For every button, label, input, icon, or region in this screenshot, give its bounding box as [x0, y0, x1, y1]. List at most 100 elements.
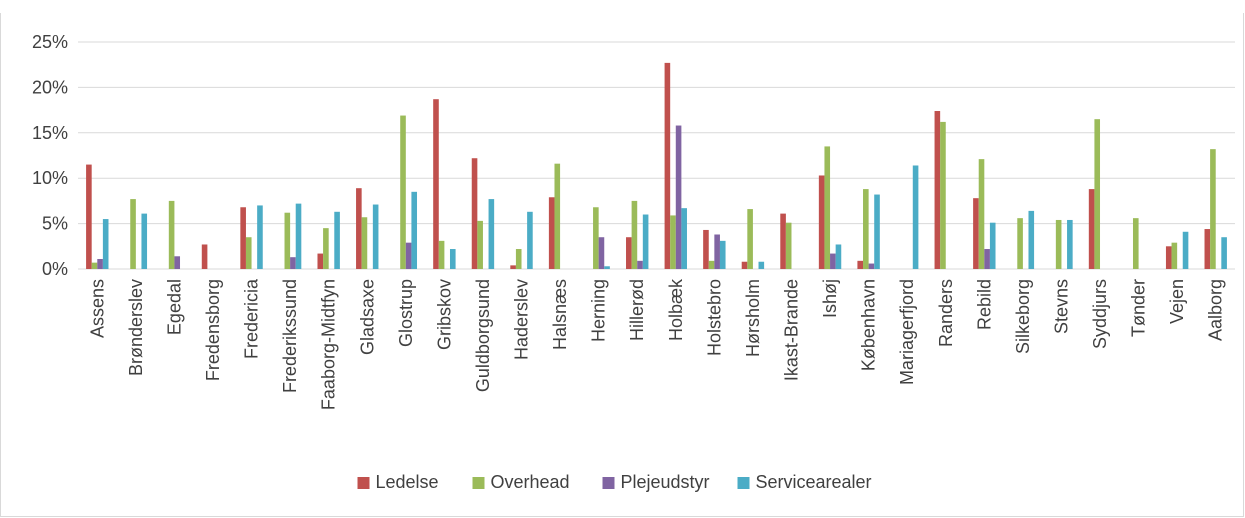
legend-swatch-servicearealer [737, 477, 750, 489]
bar-plejeudstyr-3 [174, 256, 181, 269]
bar-servicearealer-29 [1182, 231, 1189, 269]
bar-overhead-20 [824, 146, 831, 269]
x-tick-label: Holstebro [704, 279, 724, 356]
bar-overhead-13 [554, 163, 561, 269]
bar-ledelse-8 [356, 188, 362, 269]
bar-overhead-18 [747, 209, 753, 269]
axes: 0% 5% 10% 15% 20% 25% Assens Brønderslev Egedal F… [32, 32, 1226, 410]
x-tick-label: Tønder [1129, 279, 1149, 337]
bar-ledelse-21 [857, 260, 864, 269]
x-tick-label: Rebild [974, 279, 994, 330]
chart-frame [0, 13, 1244, 517]
y-tick-label: 10% [32, 168, 68, 188]
x-tick-label: Hillerød [627, 279, 647, 341]
bar-overhead-14 [593, 207, 599, 269]
x-tick-label: Glostrup [396, 279, 416, 347]
x-tick-label: Egedal [164, 279, 184, 335]
bar-ledelse-16 [664, 62, 671, 269]
bar-overhead-19 [785, 222, 792, 269]
bar-servicearealer-6 [295, 203, 302, 269]
bar-servicearealer-10 [449, 249, 456, 269]
bar-plejeudstyr-24 [984, 249, 990, 269]
x-tick-label: Assens [87, 279, 107, 338]
bar-ledelse-18 [741, 261, 748, 269]
bar-servicearealer-14 [604, 266, 610, 269]
x-tick-label: Syddjurs [1090, 279, 1110, 349]
bar-ledelse-1 [86, 164, 92, 269]
bar-servicearealer-5 [257, 205, 263, 269]
bar-plejeudstyr-16 [675, 125, 682, 269]
x-tick-label: Halsnæs [550, 279, 570, 350]
bar-overhead-21 [863, 189, 869, 269]
bar-servicearealer-17 [719, 240, 726, 269]
bar-overhead-23 [940, 121, 946, 270]
bar-plejeudstyr-1 [97, 259, 103, 269]
bar-ledelse-10 [433, 99, 439, 269]
x-tick-label: Guldborgsund [473, 279, 493, 392]
bar-overhead-27 [1094, 119, 1101, 270]
bar-ledelse-23 [934, 111, 941, 270]
bar-servicearealer-11 [488, 199, 495, 269]
bar-ledelse-11 [471, 158, 478, 269]
x-tick-label: Gladsaxe [357, 279, 377, 355]
bar-overhead-5 [245, 237, 252, 269]
x-tick-label: Faaborg-Midtfyn [319, 279, 339, 410]
bar-plejeudstyr-6 [290, 257, 296, 269]
bar-plejeudstyr-20 [830, 253, 836, 269]
bar-servicearealer-8 [372, 204, 379, 269]
bar-ledelse-27 [1088, 189, 1095, 269]
bar-overhead-17 [708, 260, 715, 269]
x-tick-label: Brønderslev [126, 279, 146, 376]
bar-servicearealer-20 [835, 244, 842, 269]
legend-label-ledelse: Ledelse [376, 472, 439, 492]
x-tick-label: Frederikssund [280, 279, 300, 393]
legend-swatch-overhead [472, 477, 485, 489]
x-tick-label: Fredericia [242, 278, 262, 359]
bar-servicearealer-18 [758, 261, 765, 269]
bar-overhead-16 [670, 215, 676, 269]
bar-servicearealer-24 [989, 222, 996, 269]
legend-label-servicearealer: Servicearealer [756, 472, 872, 492]
legend: Ledelse Overhead Plejeudstyr Servicearealer [357, 472, 872, 492]
bar-ledelse-29 [1165, 246, 1172, 269]
bar-plejeudstyr-15 [637, 260, 643, 269]
bar-ledelse-17 [703, 229, 709, 269]
bar-ledelse-20 [818, 175, 825, 269]
x-tick-label: Aalborg [1206, 279, 1226, 341]
x-tick-label: Haderslev [512, 279, 532, 360]
x-tick-label: Holbæk [666, 278, 686, 341]
bar-servicearealer-26 [1067, 219, 1073, 269]
bar-plejeudstyr-14 [598, 237, 605, 269]
x-tick-label: Ikast-Brande [781, 279, 801, 381]
bar-overhead-3 [168, 200, 175, 269]
bar-servicearealer-25 [1028, 210, 1035, 269]
bar-servicearealer-15 [642, 214, 649, 269]
bar-ledelse-7 [317, 253, 324, 269]
bar-overhead-30 [1210, 149, 1216, 269]
legend-swatch-ledelse [357, 477, 370, 489]
x-tick-label: København [859, 279, 879, 371]
bar-servicearealer-7 [334, 211, 340, 269]
bar-ledelse-19 [780, 213, 786, 269]
bar-servicearealer-16 [681, 208, 687, 269]
y-tick-label: 0% [42, 259, 68, 279]
legend-swatch-plejeudstyr [602, 477, 615, 489]
bars [86, 62, 1227, 270]
x-tick-label: Fredensborg [203, 279, 223, 381]
y-tick-label: 15% [32, 123, 68, 143]
bar-ledelse-4 [201, 244, 208, 269]
bar-overhead-12 [515, 249, 522, 269]
legend-label-overhead: Overhead [491, 472, 570, 492]
bar-overhead-29 [1171, 242, 1178, 269]
bar-ledelse-15 [626, 237, 632, 269]
x-tick-label: Silkeborg [1013, 279, 1033, 354]
bar-plejeudstyr-21 [868, 263, 875, 269]
bar-overhead-9 [400, 115, 406, 269]
bar-overhead-7 [323, 228, 329, 269]
bar-ledelse-24 [973, 198, 979, 269]
bar-plejeudstyr-9 [405, 242, 412, 269]
bar-servicearealer-2 [141, 213, 148, 269]
bar-servicearealer-1 [102, 219, 109, 269]
x-tick-label: Randers [936, 279, 956, 347]
